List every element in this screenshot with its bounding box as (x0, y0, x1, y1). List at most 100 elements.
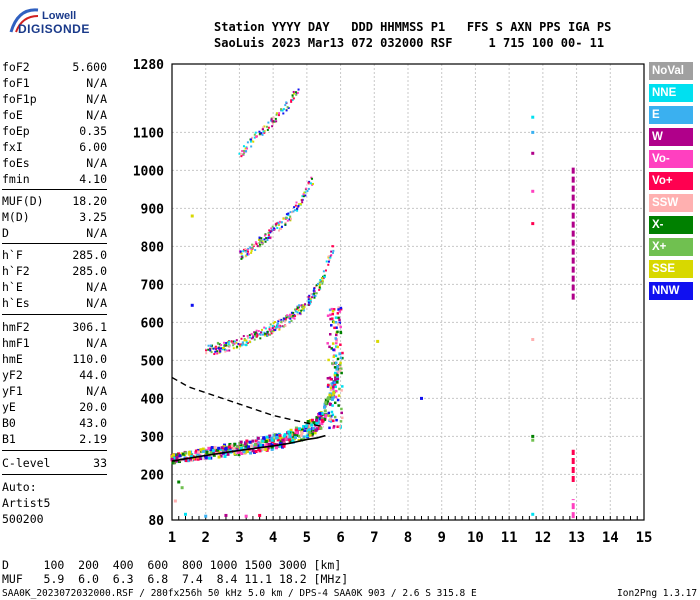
param-value: 18.20 (72, 194, 107, 208)
echo-point (329, 420, 333, 423)
echo-point (232, 446, 236, 450)
echo-point (296, 207, 299, 210)
echo-point (280, 109, 283, 112)
param-fxI: fxI 6.00 (2, 140, 107, 156)
param-value: 4.10 (79, 172, 107, 186)
echo-point (270, 438, 274, 442)
echo-point (326, 396, 330, 400)
echo-point (249, 340, 252, 343)
echo-point (279, 440, 283, 444)
plot-frame (171, 63, 645, 521)
echo-point (301, 201, 304, 204)
divider (2, 450, 107, 451)
echo-point (332, 419, 335, 423)
echo-point (336, 312, 340, 315)
echo-point (277, 222, 280, 225)
echo-point (249, 451, 253, 455)
echo-point (250, 444, 254, 448)
echo-point (328, 426, 331, 430)
echo-point (332, 249, 335, 252)
param-value: 33 (93, 456, 107, 470)
echo-point (224, 349, 227, 352)
echo-point (332, 348, 335, 352)
echo-point (294, 315, 297, 318)
echo-point (335, 345, 338, 348)
echo-point (254, 439, 258, 443)
echo-point (259, 337, 262, 340)
echo-point (246, 252, 249, 255)
header-line2: SaoLuis 2023 Mar13 072 032000 RSF 1 715 … (214, 36, 605, 50)
echo-point (298, 304, 301, 307)
param-foEs: foEs N/A (2, 156, 107, 172)
echo-point (309, 297, 312, 300)
echo-point (305, 187, 308, 190)
echo-point (218, 343, 221, 346)
echo-point (247, 445, 251, 449)
echo-point (225, 344, 228, 347)
echo-point (219, 350, 222, 353)
echo-point (294, 426, 298, 430)
param-h-e: h`E N/A (2, 280, 107, 296)
param-muf-d: MUF(D) 18.20 (2, 194, 107, 210)
echo-point (340, 371, 343, 375)
echo-point (333, 383, 337, 387)
echo-point (273, 325, 276, 328)
echo-point (228, 346, 231, 349)
echo-point (531, 189, 535, 193)
x-tick-label: 13 (568, 530, 585, 546)
echo-point (310, 293, 313, 296)
echo-point (240, 152, 243, 155)
echo-point (251, 334, 254, 337)
echo-point (340, 389, 343, 392)
echo-point (310, 423, 314, 427)
echo-point (249, 247, 252, 250)
echo-point (296, 91, 299, 94)
echo-point (243, 248, 246, 251)
echo-point (282, 325, 285, 328)
echo-point (244, 248, 247, 251)
echo-point (321, 282, 324, 285)
echo-point (265, 435, 269, 439)
param-label: foE (2, 108, 23, 122)
param-foF2: foF2 5.600 (2, 60, 107, 76)
echo-point (271, 225, 274, 228)
echo-point (262, 130, 265, 133)
echo-point (260, 132, 263, 135)
echo-point (273, 227, 276, 230)
echo-point (187, 452, 191, 456)
legend-item: SSE (649, 260, 693, 278)
param-yf2: yF2 44.0 (2, 368, 107, 384)
x-tick-label: 12 (534, 530, 551, 546)
echo-point (252, 244, 255, 247)
echo-point (280, 227, 283, 230)
echo-point (246, 254, 249, 257)
param-label: yF2 (2, 368, 23, 382)
echo-point (338, 352, 342, 356)
echo-point (235, 341, 238, 344)
echo-point (232, 347, 235, 350)
echo-point (246, 341, 249, 344)
echo-point (207, 456, 211, 460)
echo-point (311, 296, 314, 299)
echo-point (301, 195, 304, 198)
y-tick-label: 1280 (133, 58, 164, 73)
echo-point (315, 422, 319, 426)
echo-point (266, 334, 269, 337)
echo-point (335, 367, 339, 371)
echo-point (307, 187, 310, 190)
param-value: N/A (86, 156, 107, 170)
param-value: N/A (86, 384, 107, 398)
echo-point (285, 216, 288, 219)
echo-point (531, 438, 535, 442)
echo-point (336, 373, 339, 377)
echo-point (190, 303, 194, 307)
echo-point (531, 115, 535, 119)
echo-point (275, 326, 278, 329)
echo-point (286, 106, 289, 109)
echo-point (313, 292, 316, 295)
echo-point (220, 446, 224, 450)
param-label: D (2, 226, 9, 240)
echo-point (297, 204, 300, 207)
muf-row: MUF 5.9 6.0 6.3 6.8 7.4 8.4 11.1 18.2 [M… (2, 572, 349, 586)
echo-point (333, 326, 336, 330)
